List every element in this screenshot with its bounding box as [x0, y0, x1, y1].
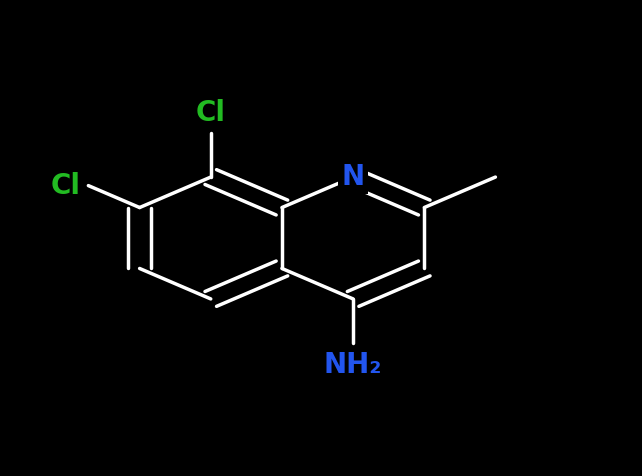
Text: Cl: Cl — [196, 99, 226, 128]
Text: NH₂: NH₂ — [324, 351, 382, 379]
Text: N: N — [342, 163, 365, 191]
Text: Cl: Cl — [51, 172, 81, 199]
